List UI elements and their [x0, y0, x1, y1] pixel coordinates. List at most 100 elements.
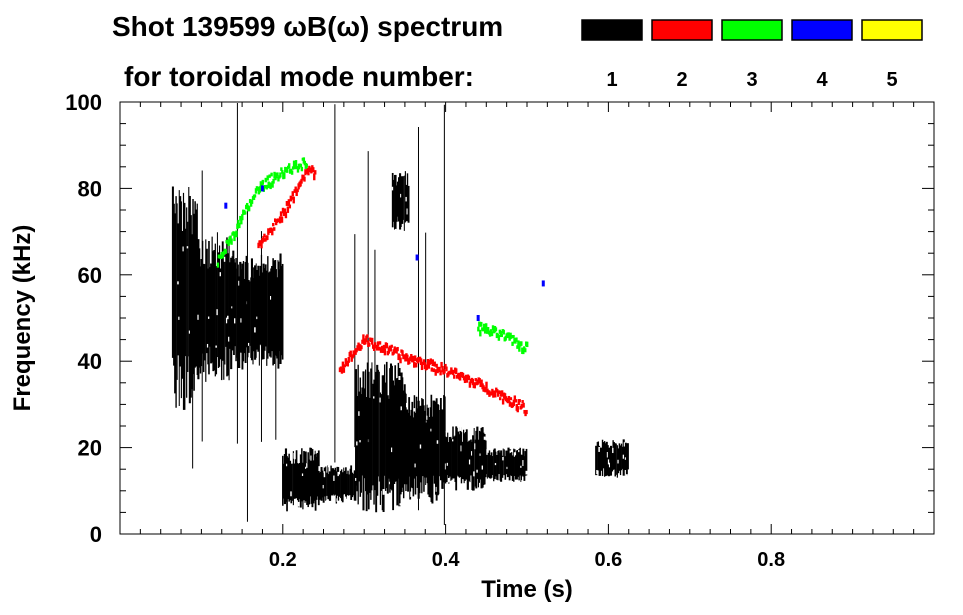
x-tick-label: 0.4: [432, 549, 461, 571]
legend-swatch-3: [721, 19, 783, 41]
mode-1-gap: [327, 465, 330, 468]
mode-2-trace: [365, 335, 368, 343]
mode-2-trace: [272, 222, 275, 227]
mode-1-gap: [297, 501, 300, 507]
mode-2-trace: [473, 382, 476, 389]
mode-3-trace: [240, 217, 243, 225]
mode-1-gap: [406, 402, 409, 408]
mode-1-gap: [598, 446, 601, 452]
mode-1-gap: [374, 505, 377, 511]
mode-2-trace: [496, 389, 499, 393]
y-tick-label: 100: [65, 90, 102, 115]
mode-3-trace: [247, 206, 251, 212]
mode-2-trace: [501, 398, 505, 405]
mode-3-trace: [280, 167, 283, 171]
mode-2-trace: [440, 361, 443, 368]
legend-swatch-5: [861, 19, 923, 41]
mode-2-trace: [478, 378, 481, 384]
mode-3-trace: [261, 179, 265, 185]
mode-2-trace: [518, 399, 521, 403]
mode-2-trace: [262, 235, 265, 242]
legend-swatch-2: [651, 19, 713, 41]
mode-2-trace: [434, 369, 437, 376]
mode-1-gap: [364, 491, 367, 496]
mode-1-gap: [323, 471, 326, 478]
mode-2-trace: [287, 199, 291, 206]
mode-1-gap: [624, 457, 627, 460]
mode-3-trace: [267, 181, 270, 189]
mode-1-gap: [406, 208, 409, 215]
mode-1-gap: [450, 481, 453, 487]
mode-2-trace: [471, 378, 475, 386]
mode-1-gap: [476, 469, 479, 473]
mode-2-trace: [494, 391, 497, 398]
mode-2-trace: [303, 176, 306, 182]
mode-3-trace: [293, 164, 297, 170]
mode-3-trace: [287, 163, 291, 169]
mode-2-trace: [413, 355, 417, 362]
mode-2-trace: [273, 218, 277, 223]
mode-2-trace: [429, 358, 433, 364]
mode-1-gap: [520, 465, 523, 468]
mode-1-gap: [337, 471, 340, 477]
mode-1-gap: [223, 256, 226, 262]
mode-1-gap: [262, 365, 265, 372]
mode-1-gap: [216, 309, 219, 316]
mode-3-trace: [235, 230, 238, 238]
mode-2-trace: [368, 342, 371, 347]
mode-2-trace: [522, 402, 525, 408]
mode-3-trace: [483, 323, 486, 331]
mode-3-trace: [229, 235, 232, 241]
mode-3-trace: [483, 327, 487, 334]
mode-2-trace: [474, 378, 477, 382]
mode-2-trace: [350, 356, 353, 362]
mode-2-trace: [455, 368, 458, 375]
mode-3-trace: [522, 347, 525, 355]
mode-2-trace: [295, 189, 298, 197]
mode-3-trace: [488, 331, 492, 337]
mode-3-series: [216, 157, 529, 355]
mode-1-gap: [625, 474, 628, 479]
mode-2-trace: [285, 201, 289, 206]
mode-2-trace: [305, 169, 308, 174]
mode-3-trace: [305, 163, 308, 168]
mode-1-gap: [513, 452, 516, 457]
mode-2-trace: [288, 204, 292, 209]
mode-1-gap: [525, 470, 528, 475]
mode-1-gap: [444, 463, 447, 470]
mode-2-trace: [476, 379, 479, 385]
x-tick-label: 0.2: [269, 549, 297, 571]
mode-3-trace: [224, 248, 227, 254]
x-tick-label: 0.6: [594, 549, 622, 571]
mode-2-trace: [480, 379, 483, 386]
mode-1-gap: [447, 477, 450, 483]
legend-label-5: 5: [886, 69, 897, 91]
legend-swatch-1: [581, 19, 643, 41]
mode-2-trace: [356, 345, 359, 351]
mode-3-trace: [221, 252, 224, 259]
mode-2-trace: [430, 367, 433, 372]
mode-2-trace: [453, 374, 456, 379]
mode-3-trace: [526, 341, 529, 348]
mode-2-trace: [412, 355, 415, 363]
mode-1-gap: [254, 327, 257, 333]
mode-3-trace: [263, 185, 266, 189]
mode-2-trace: [257, 242, 260, 249]
mode-1-gap: [228, 336, 231, 342]
mode-2-trace: [291, 191, 294, 197]
mode-3-trace: [296, 166, 300, 173]
mode-4-series: [224, 185, 545, 321]
mode-3-trace: [266, 175, 269, 181]
mode-1-gap: [522, 460, 525, 467]
mode-2-trace: [484, 386, 487, 393]
plot-data: [171, 103, 629, 526]
mode-2-trace: [361, 339, 364, 344]
mode-2-trace: [525, 409, 528, 415]
mode-2-trace: [377, 346, 381, 351]
mode-2-trace: [355, 349, 358, 353]
mode-1-gap: [373, 396, 376, 399]
legend-label-1: 1: [606, 69, 617, 91]
mode-1-gap: [503, 475, 506, 479]
mode-2-trace: [491, 388, 494, 396]
mode-2-trace: [292, 196, 295, 204]
